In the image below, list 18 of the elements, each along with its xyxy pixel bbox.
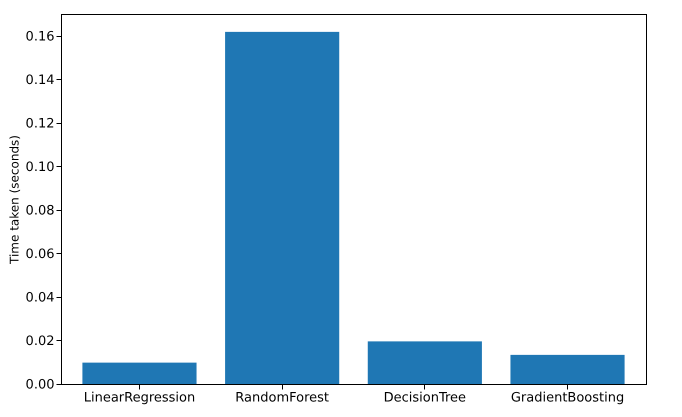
y-tick-label: 0.16 bbox=[26, 29, 54, 44]
x-tick-label: DecisionTree bbox=[384, 390, 466, 406]
y-tick-label: 0.08 bbox=[26, 203, 54, 218]
x-tick-label: LinearRegression bbox=[84, 390, 196, 406]
y-tick-label: 0.02 bbox=[26, 334, 54, 349]
bar bbox=[368, 341, 482, 384]
y-tick-label: 0.00 bbox=[26, 378, 54, 392]
x-tick-label: GradientBoosting bbox=[510, 390, 624, 406]
y-tick-label: 0.04 bbox=[26, 290, 54, 306]
y-axis-title: Time taken (seconds) bbox=[8, 135, 22, 265]
y-tick-label: 0.10 bbox=[26, 160, 54, 175]
y-tick-label: 0.12 bbox=[26, 116, 54, 132]
bar bbox=[82, 362, 197, 384]
bar bbox=[510, 354, 625, 384]
y-tick-label: 0.06 bbox=[26, 246, 54, 262]
bar bbox=[225, 32, 340, 384]
x-tick-label: RandomForest bbox=[235, 390, 330, 406]
y-tick-label: 0.14 bbox=[26, 72, 54, 88]
